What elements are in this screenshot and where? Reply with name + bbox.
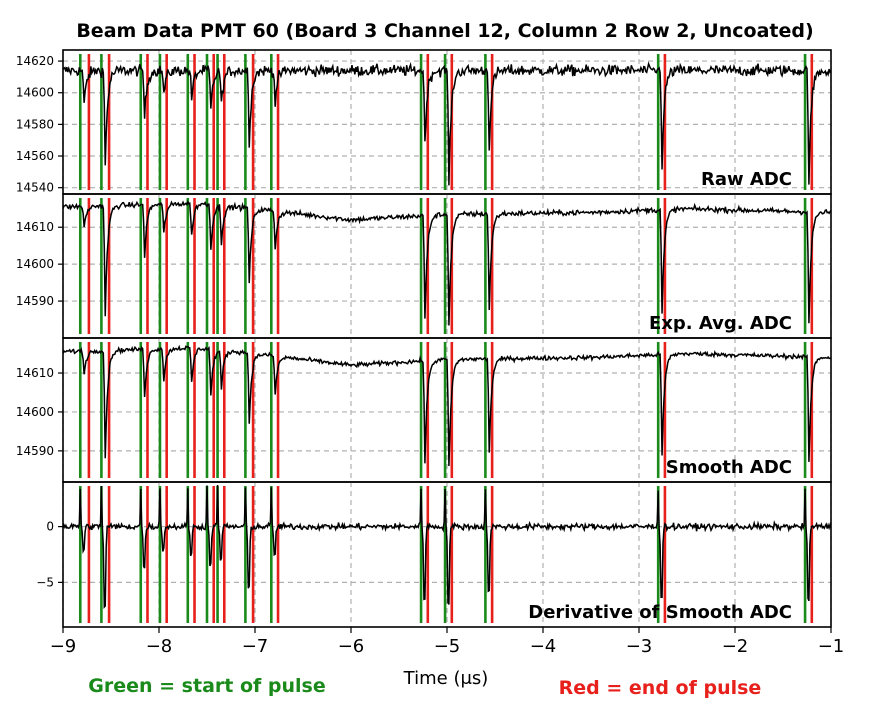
y-tick-label: 14600 bbox=[16, 405, 54, 419]
x-axis: −9 −8 −7 −6 −5 −4 −3 −2 −1 bbox=[50, 627, 845, 657]
y-tick-label: 14540 bbox=[16, 181, 54, 195]
y-tick-label: 14600 bbox=[16, 86, 54, 100]
x-tick-label: −8 bbox=[146, 636, 173, 657]
panels-group: 14540 14560 14580 14600 14620 Raw ADC 14590 146… bbox=[16, 49, 832, 628]
legend-start-of-pulse: Green = start of pulse bbox=[88, 675, 325, 697]
y-tick-label: 0 bbox=[46, 520, 54, 534]
y-tick-label: 14560 bbox=[16, 149, 54, 163]
x-tick-label: −3 bbox=[626, 636, 653, 657]
legend-end-of-pulse: Red = end of pulse bbox=[559, 677, 762, 699]
y-tick-label: −5 bbox=[36, 575, 54, 589]
x-tick-label: −4 bbox=[530, 636, 557, 657]
panel-label: Derivative of Smooth ADC bbox=[528, 602, 792, 623]
y-tick-label: 14610 bbox=[16, 366, 54, 380]
y-tick-label: 14610 bbox=[16, 220, 54, 234]
chart-title: Beam Data PMT 60 (Board 3 Channel 12, Co… bbox=[76, 20, 813, 42]
x-axis-label: Time (μs) bbox=[403, 668, 489, 689]
panel-label: Raw ADC bbox=[701, 169, 792, 190]
y-tick-label: 14620 bbox=[16, 54, 54, 68]
y-tick-label: 14590 bbox=[16, 444, 54, 458]
trace-line bbox=[63, 61, 831, 186]
panel-1: 14540 14560 14580 14600 14620 Raw ADC bbox=[16, 49, 832, 195]
panel-4: −5 0 Derivative of Smooth ADC bbox=[36, 481, 832, 628]
x-tick-label: −1 bbox=[818, 636, 845, 657]
x-tick-label: −7 bbox=[242, 636, 269, 657]
y-tick-label: 14590 bbox=[16, 294, 54, 308]
trace-line bbox=[63, 344, 831, 466]
y-tick-label: 14600 bbox=[16, 257, 54, 271]
x-tick-label: −9 bbox=[50, 636, 77, 657]
panel-3: 14590 14600 14610 Smooth ADC bbox=[16, 337, 832, 483]
x-tick-label: −6 bbox=[338, 636, 365, 657]
panel-2: 14590 14600 14610 Exp. Avg. ADC bbox=[16, 193, 832, 339]
trace-line bbox=[63, 199, 831, 326]
x-tick-label: −5 bbox=[434, 636, 461, 657]
x-tick-label: −2 bbox=[722, 636, 749, 657]
panel-label: Exp. Avg. ADC bbox=[649, 313, 792, 334]
y-tick-label: 14580 bbox=[16, 117, 54, 131]
trace-line bbox=[63, 484, 831, 610]
panel-label: Smooth ADC bbox=[666, 457, 792, 478]
